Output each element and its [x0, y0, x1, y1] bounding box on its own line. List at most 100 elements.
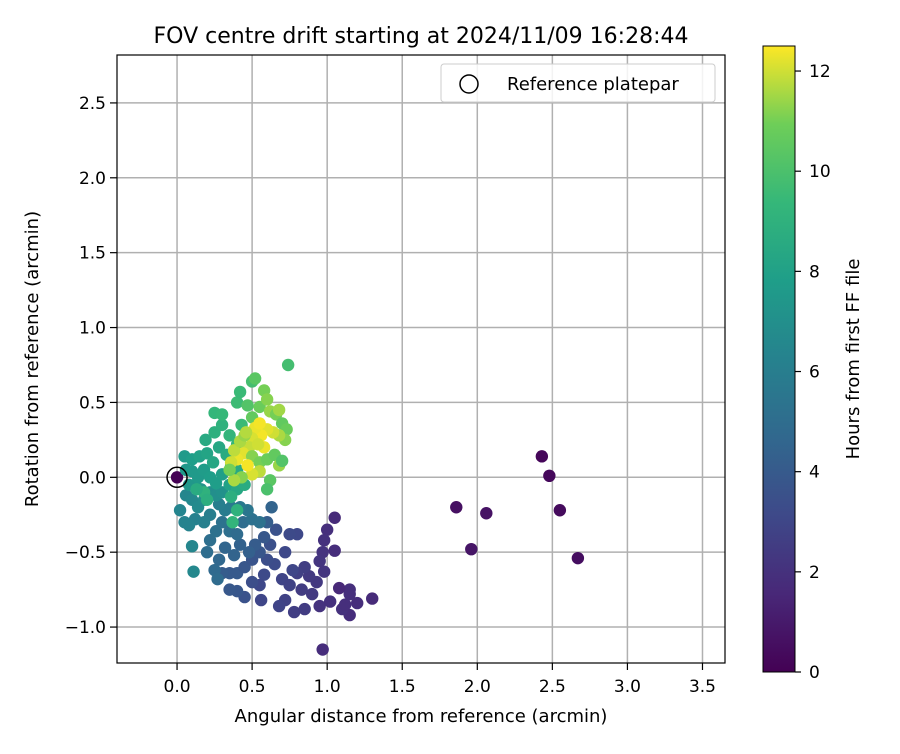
data-point: [313, 599, 326, 613]
data-point: [286, 563, 299, 577]
colorbar-label: Hours from first FF file: [843, 259, 864, 460]
data-point: [215, 408, 229, 421]
x-tick-label: 2.5: [539, 677, 566, 697]
data-point: [253, 400, 266, 414]
data-point: [543, 469, 556, 483]
data-point: [295, 583, 308, 596]
plot-frame: [116, 54, 726, 664]
data-point: [313, 554, 326, 568]
scatter-points: [170, 358, 585, 656]
data-point: [254, 593, 268, 607]
y-tick-label: 0.0: [79, 468, 106, 488]
data-point: [230, 528, 244, 541]
data-point: [316, 643, 329, 656]
data-point: [203, 534, 217, 547]
data-point: [178, 516, 191, 529]
data-point: [328, 544, 341, 557]
data-point: [343, 587, 356, 601]
data-point: [272, 403, 286, 417]
data-point: [269, 523, 283, 536]
y-tick-label: 2.0: [79, 169, 106, 189]
legend-reference-marker-icon: [459, 74, 479, 94]
x-axis-ticks: 0.0 0.5 1.0 1.5 2.0 2.5 3.0 3.5: [164, 663, 716, 697]
data-point: [323, 595, 337, 608]
y-tick-label: −1.0: [65, 618, 106, 638]
data-point: [320, 523, 334, 536]
y-tick-label: 0.5: [79, 393, 106, 413]
data-point: [233, 385, 247, 399]
colorbar-ticks: 0 2 4 6 8 10 12: [795, 62, 831, 683]
data-point: [272, 599, 286, 613]
legend: Reference platepar: [440, 63, 716, 103]
data-point: [278, 545, 292, 559]
data-point: [257, 568, 271, 581]
data-point: [209, 477, 223, 490]
chart-title: FOV centre drift starting at 2024/11/09 …: [154, 24, 689, 49]
data-point: [251, 438, 265, 451]
data-point: [212, 553, 226, 566]
data-point: [208, 426, 221, 439]
data-point: [305, 587, 319, 601]
data-point: [281, 358, 295, 372]
data-point: [248, 372, 262, 385]
data-point: [170, 471, 184, 484]
data-point: [287, 605, 301, 619]
data-point: [245, 575, 259, 589]
data-point: [212, 441, 226, 454]
data-point: [366, 592, 379, 605]
colorbar-tick-label: 6: [809, 363, 820, 383]
x-tick-label: 1.5: [389, 677, 416, 697]
colorbar-tick-label: 10: [809, 162, 831, 182]
data-point: [265, 501, 278, 514]
data-point: [233, 538, 247, 551]
data-point: [200, 545, 214, 559]
data-point: [317, 534, 331, 547]
data-point: [260, 483, 274, 496]
data-point: [200, 493, 214, 506]
data-point: [200, 447, 214, 460]
colorbar-tick-label: 4: [809, 463, 820, 483]
colorbar-tick-label: 12: [809, 62, 831, 82]
data-point: [187, 565, 200, 578]
data-point: [238, 560, 251, 574]
data-point: [260, 393, 274, 406]
x-tick-label: 3.0: [614, 677, 641, 697]
data-point: [571, 551, 585, 565]
data-point: [190, 483, 203, 496]
data-point: [215, 418, 229, 432]
reference-platepar-marker: [166, 466, 188, 489]
data-point: [283, 578, 296, 592]
data-point: [241, 399, 254, 412]
data-point: [199, 433, 212, 447]
y-axis-ticks: −1.0 −0.5 0.0 0.5 1.0 1.5 2.0 2.5: [65, 94, 117, 638]
colorbar-tick-label: 2: [809, 563, 820, 583]
data-point: [253, 417, 266, 430]
data-point: [239, 426, 253, 439]
colorbar: 0 2 4 6 8 10 12 Hours from first FF file: [762, 45, 864, 683]
data-point: [227, 548, 241, 562]
data-point: [185, 539, 199, 553]
legend-label: Reference platepar: [507, 74, 679, 95]
data-point: [283, 528, 296, 541]
data-point: [242, 545, 256, 559]
data-point: [257, 531, 271, 544]
data-point: [275, 454, 289, 468]
data-point: [230, 396, 244, 409]
data-point: [227, 444, 241, 457]
data-point: [223, 583, 236, 596]
data-point: [480, 507, 493, 520]
data-point: [227, 474, 241, 487]
data-point: [241, 459, 254, 472]
x-tick-label: 3.5: [689, 677, 716, 697]
y-tick-label: 1.5: [79, 244, 106, 264]
data-point: [535, 450, 549, 463]
data-point: [211, 572, 224, 586]
data-point: [450, 501, 463, 514]
data-point: [218, 541, 232, 554]
data-point: [206, 456, 220, 469]
colorbar-tick-label: 8: [809, 262, 820, 282]
data-point: [215, 516, 229, 529]
data-point: [332, 581, 346, 595]
